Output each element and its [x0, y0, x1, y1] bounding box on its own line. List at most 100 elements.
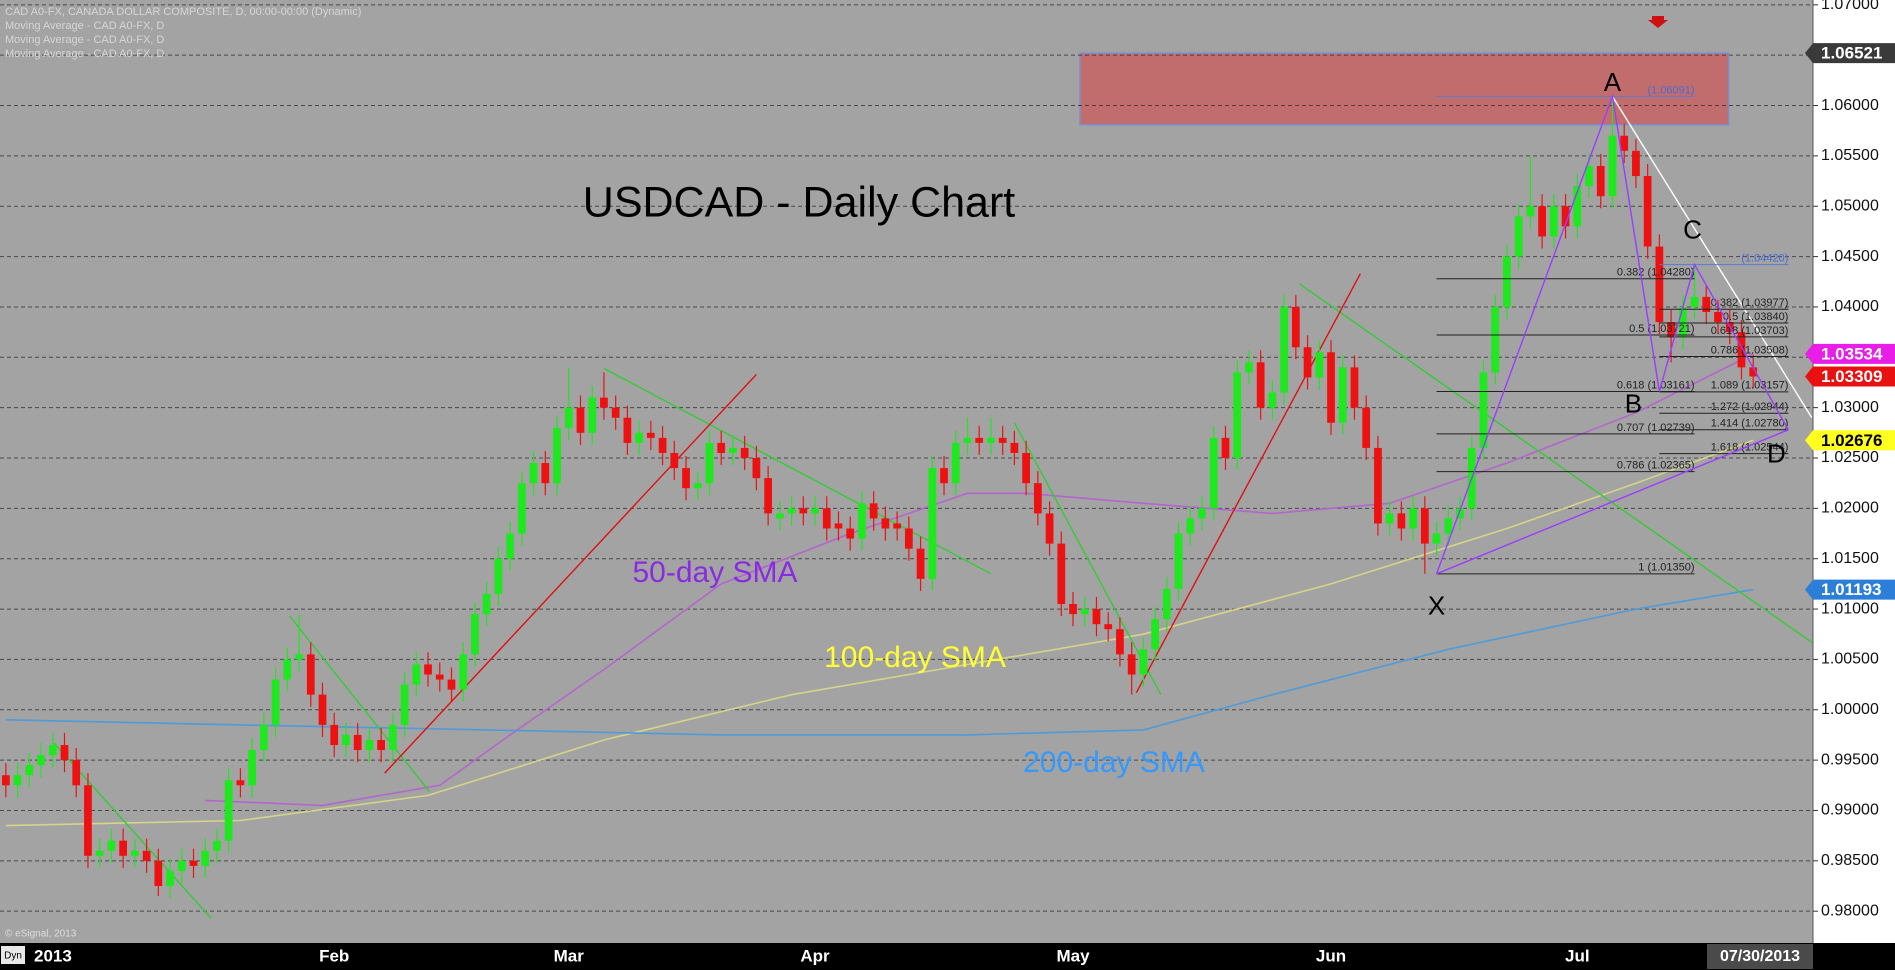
y-tick-label: 1.03000	[1821, 399, 1879, 416]
pattern-point-label: B	[1625, 388, 1642, 418]
price-axis-background	[1813, 0, 1895, 943]
candle-body	[764, 478, 772, 514]
price-flag	[1805, 43, 1895, 64]
fib-level-label: (1.04420)	[1741, 253, 1788, 265]
candle-body	[1350, 367, 1359, 408]
candle-body	[1104, 624, 1113, 630]
candle-body	[1139, 649, 1148, 675]
candle-body	[13, 775, 22, 786]
price-flag	[1805, 366, 1895, 387]
candle-body	[799, 508, 808, 514]
candle-body	[1409, 508, 1417, 529]
pattern-line	[1435, 93, 1790, 575]
candle-body	[1456, 508, 1464, 519]
candle-body	[506, 533, 514, 559]
candle-body	[1268, 392, 1277, 408]
candle-body	[1667, 322, 1675, 338]
candle-body	[400, 684, 409, 725]
candle-body	[834, 523, 843, 529]
cursor-date-box	[1707, 944, 1813, 969]
candle-body	[1444, 518, 1453, 534]
pattern-point-label: D	[1767, 439, 1786, 469]
y-tick-label: 1.06000	[1821, 97, 1879, 114]
candle-body	[95, 850, 104, 856]
trendline	[384, 373, 757, 774]
x-tick-label: Jul	[1565, 946, 1590, 965]
candle-body	[166, 870, 174, 887]
candle-body	[1033, 483, 1042, 514]
candle-body	[1573, 186, 1582, 227]
candle-body	[435, 674, 444, 680]
candle-body	[1233, 372, 1242, 459]
candle-body	[729, 447, 737, 453]
pattern-point-label: C	[1683, 215, 1702, 245]
fib-level-label: 0.786 (1.03508)	[1711, 344, 1789, 356]
candle-body	[494, 558, 503, 594]
trendline	[1135, 273, 1361, 693]
candle-body	[1221, 437, 1230, 459]
candle-body	[224, 780, 233, 841]
y-tick-label: 0.98500	[1821, 852, 1879, 869]
candle-body	[130, 850, 139, 856]
candle-body	[1620, 135, 1629, 151]
fib-level-label: 0.786 (1.02365)	[1617, 460, 1695, 472]
candle-body	[318, 694, 327, 725]
fib-level-label: 0.5 (1.03840)	[1723, 311, 1788, 323]
price-flag-label: 1.01193	[1821, 580, 1882, 599]
candle-body	[940, 468, 948, 484]
candle-body	[1596, 165, 1605, 197]
candle-body	[670, 452, 679, 469]
candle-body	[553, 427, 561, 484]
candle-body	[1690, 296, 1699, 307]
candle-body	[388, 724, 397, 751]
time-axis-background	[0, 943, 1895, 970]
alert-arrow-icon	[1648, 16, 1668, 28]
copyright: © eSignal, 2013	[5, 929, 77, 940]
y-tick-label: 0.98000	[1821, 902, 1879, 919]
x-tick-label: Feb	[319, 946, 349, 965]
trendline	[1298, 283, 1813, 643]
candle-body	[1256, 362, 1265, 408]
trendline	[1013, 422, 1162, 695]
candle-body	[213, 840, 221, 851]
candle-body	[1432, 533, 1441, 544]
candle-body	[682, 468, 690, 489]
candle-body	[951, 442, 960, 484]
candle-body	[306, 654, 315, 695]
line-layer	[5, 96, 1813, 919]
y-tick-label: 1.05500	[1821, 147, 1879, 164]
candle-body	[600, 397, 608, 408]
mode-box	[1, 946, 25, 964]
candle-body	[1362, 407, 1371, 448]
candle-body	[893, 523, 901, 529]
candle-body	[1714, 311, 1722, 323]
candle-body	[987, 437, 995, 443]
candle-body	[1010, 442, 1019, 453]
x-tick-label: Jun	[1316, 946, 1346, 965]
candle-body	[1479, 372, 1488, 448]
candle-body	[1538, 206, 1546, 237]
y-tick-label: 1.04000	[1821, 298, 1879, 315]
candle-body	[740, 447, 749, 459]
candle-body	[259, 724, 268, 751]
mode-label: Dyn	[4, 951, 22, 962]
candle-body	[330, 724, 339, 746]
pattern-point-label: X	[1428, 591, 1445, 621]
candle-body	[154, 860, 163, 887]
x-tick-label: Mar	[554, 946, 585, 965]
candle-body	[60, 745, 69, 761]
candle-body	[1303, 347, 1312, 378]
candle-body	[881, 518, 890, 529]
fib-level-label: 1 (1.01350)	[1638, 562, 1694, 574]
candle-body	[658, 437, 667, 453]
grid-layer	[0, 4, 1813, 912]
candle-body	[295, 654, 303, 660]
header-line: Moving Average - CAD A0-FX, D	[5, 34, 164, 46]
candle-body	[1045, 513, 1054, 544]
candle-body	[412, 664, 421, 685]
candle-body	[1655, 246, 1664, 323]
candle-body	[1209, 437, 1218, 509]
candle-body	[25, 765, 34, 776]
candle-body	[72, 760, 81, 786]
candle-body	[248, 750, 257, 786]
